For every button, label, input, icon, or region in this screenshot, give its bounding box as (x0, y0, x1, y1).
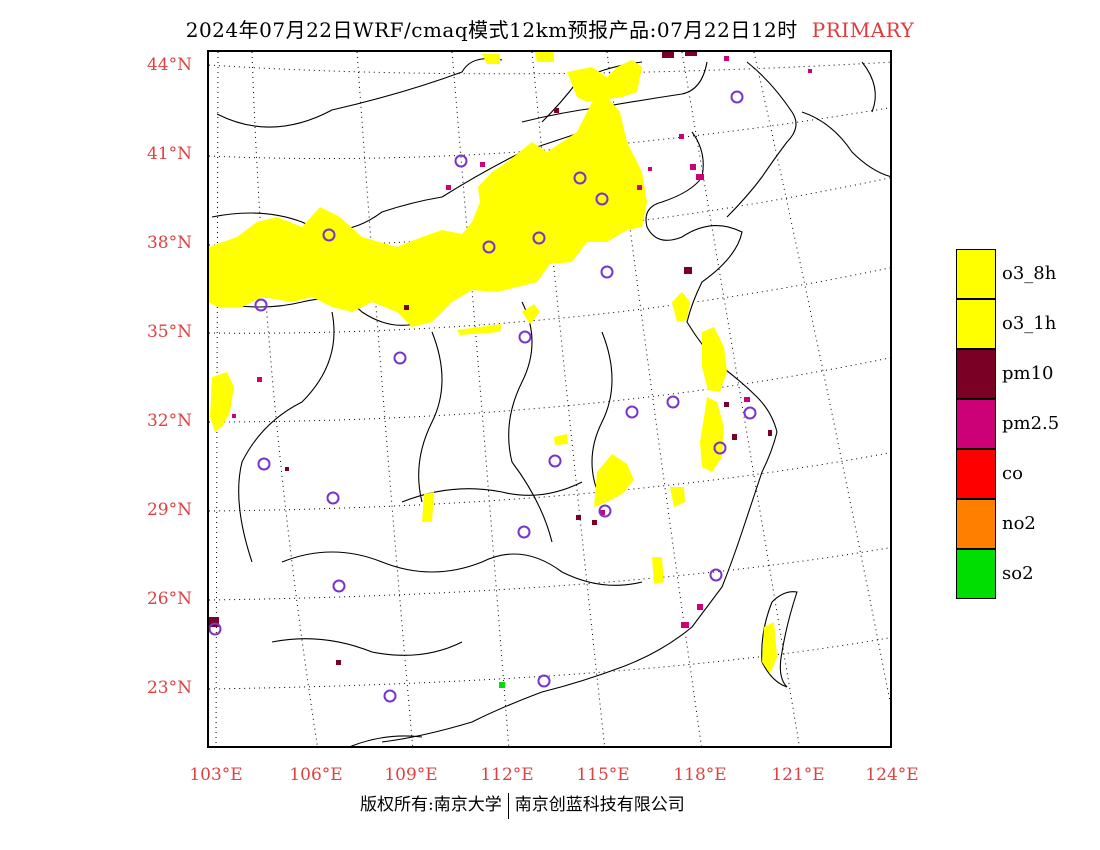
legend-label-pm10: pm10 (1002, 363, 1054, 384)
lat-label-23n: 23°N (146, 678, 192, 698)
legend-swatch-no2 (956, 499, 996, 549)
legend-label-o3-8h: o3_8h (1002, 263, 1057, 284)
legend-swatch-o3-8h (956, 249, 996, 299)
legend-swatch-pm25 (956, 399, 996, 449)
so2-cells (499, 682, 505, 688)
lon-label-124e: 124°E (865, 765, 919, 785)
primary-label: PRIMARY (811, 18, 915, 42)
lat-label-29n: 29°N (146, 500, 192, 520)
lat-label-35n: 35°N (146, 322, 192, 342)
legend-label-co: co (1002, 463, 1023, 484)
lat-label-32n: 32°N (146, 411, 192, 431)
lat-label-44n: 44°N (146, 55, 192, 75)
lon-label-118e: 118°E (673, 765, 727, 785)
map-panel[interactable] (207, 50, 892, 748)
legend-label-pm25: pm2.5 (1002, 413, 1060, 434)
title-text: 2024年07月22日WRF/cmaq模式12km预报产品:07月22日12时 (185, 18, 798, 42)
legend-label-o3-1h: o3_1h (1002, 313, 1057, 334)
o3-areas (209, 52, 777, 674)
legend-swatch-so2 (956, 549, 996, 599)
copyright-left: 版权所有:南京大学 (360, 795, 502, 815)
legend-label-so2: so2 (1002, 563, 1034, 584)
legend-swatch-co (956, 449, 996, 499)
lon-label-109e: 109°E (384, 765, 438, 785)
legend-swatch-o3-1h (956, 299, 996, 349)
lon-label-103e: 103°E (189, 765, 243, 785)
lon-label-106e: 106°E (289, 765, 343, 785)
map-title: 2024年07月22日WRF/cmaq模式12km预报产品:07月22日12时 P… (0, 14, 1100, 43)
lon-label-115e: 115°E (576, 765, 630, 785)
map-canvas (209, 52, 890, 746)
pm25-cells (232, 56, 812, 628)
lon-label-121e: 121°E (771, 765, 825, 785)
pm10-cells (209, 52, 772, 665)
copyright-divider (507, 792, 509, 819)
legend-label-no2: no2 (1002, 513, 1036, 534)
copyright-right: 南京创蓝科技有限公司 (514, 795, 685, 815)
lat-label-26n: 26°N (146, 589, 192, 609)
station-markers (209, 90, 757, 703)
copyright-notice: 版权所有:南京大学 南京创蓝科技有限公司 (360, 790, 685, 819)
lat-label-38n: 38°N (146, 233, 192, 253)
legend-swatch-pm10 (956, 349, 996, 399)
lat-label-41n: 41°N (146, 144, 192, 164)
lon-label-112e: 112°E (480, 765, 534, 785)
